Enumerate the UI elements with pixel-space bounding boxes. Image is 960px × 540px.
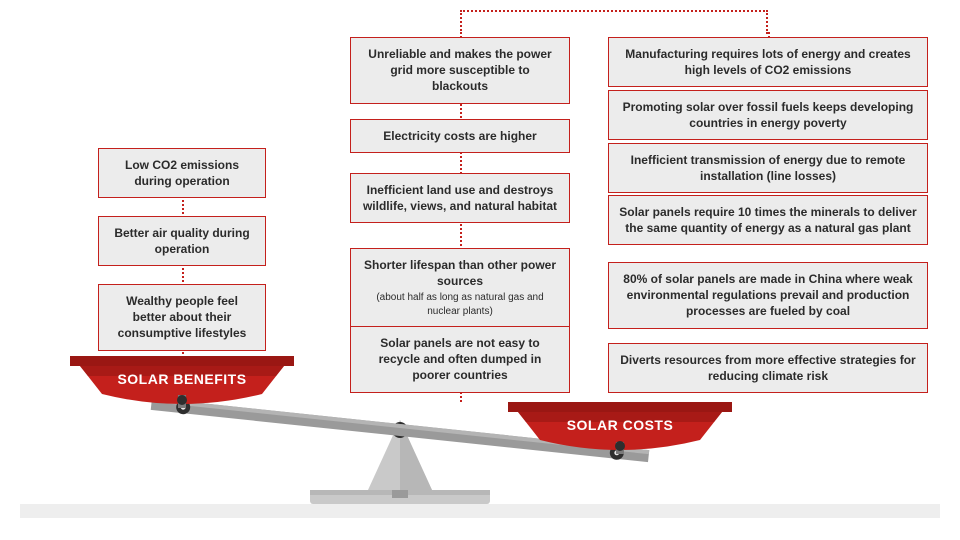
cost-box: Solar panels are not easy to recycle and…	[350, 326, 570, 393]
benefit-box: Wealthy people feel better about their c…	[98, 284, 266, 351]
cost-text: Promoting solar over fossil fuels keeps …	[623, 100, 914, 130]
costs-pan-label: SOLAR COSTS	[508, 417, 732, 433]
cost-box: Inefficient transmission of energy due t…	[608, 143, 928, 193]
benefits-pan-label: SOLAR BENEFITS	[70, 371, 294, 387]
cost-box: Manufacturing requires lots of energy an…	[608, 37, 928, 87]
cost-text: Diverts resources from more effective st…	[620, 353, 915, 383]
cost-text: Electricity costs are higher	[383, 129, 536, 143]
benefit-text: Better air quality during operation	[114, 226, 249, 256]
dotted-connector-top	[460, 10, 768, 34]
cost-box: Inefficient land use and destroys wildli…	[350, 173, 570, 223]
cost-text: Inefficient land use and destroys wildli…	[363, 183, 557, 213]
cost-text: Solar panels are not easy to recycle and…	[379, 336, 542, 382]
cost-box: Electricity costs are higher	[350, 119, 570, 153]
cost-box: Unreliable and makes the power grid more…	[350, 37, 570, 104]
costs-label-text: SOLAR COSTS	[567, 417, 674, 433]
cost-text: Manufacturing requires lots of energy an…	[625, 47, 910, 77]
cost-text: Solar panels require 10 times the minera…	[619, 205, 916, 235]
cost-text: Inefficient transmission of energy due t…	[631, 153, 906, 183]
cost-text: 80% of solar panels are made in China wh…	[623, 272, 912, 318]
benefits-label-text: SOLAR BENEFITS	[117, 371, 246, 387]
benefit-box: Low CO2 emissions during operation	[98, 148, 266, 198]
cost-subtext: (about half as long as natural gas and n…	[361, 291, 559, 318]
cost-box: Solar panels require 10 times the minera…	[608, 195, 928, 245]
cost-text: Unreliable and makes the power grid more…	[368, 47, 551, 93]
cost-box: 80% of solar panels are made in China wh…	[608, 262, 928, 329]
cost-text: Shorter lifespan than other power source…	[364, 258, 556, 288]
cost-box: Promoting solar over fossil fuels keeps …	[608, 90, 928, 140]
floor-line	[20, 504, 940, 518]
cost-box: Diverts resources from more effective st…	[608, 343, 928, 393]
benefit-text: Wealthy people feel better about their c…	[118, 294, 247, 340]
benefit-text: Low CO2 emissions during operation	[125, 158, 239, 188]
cost-box: Shorter lifespan than other power source…	[350, 248, 570, 327]
benefit-box: Better air quality during operation	[98, 216, 266, 266]
